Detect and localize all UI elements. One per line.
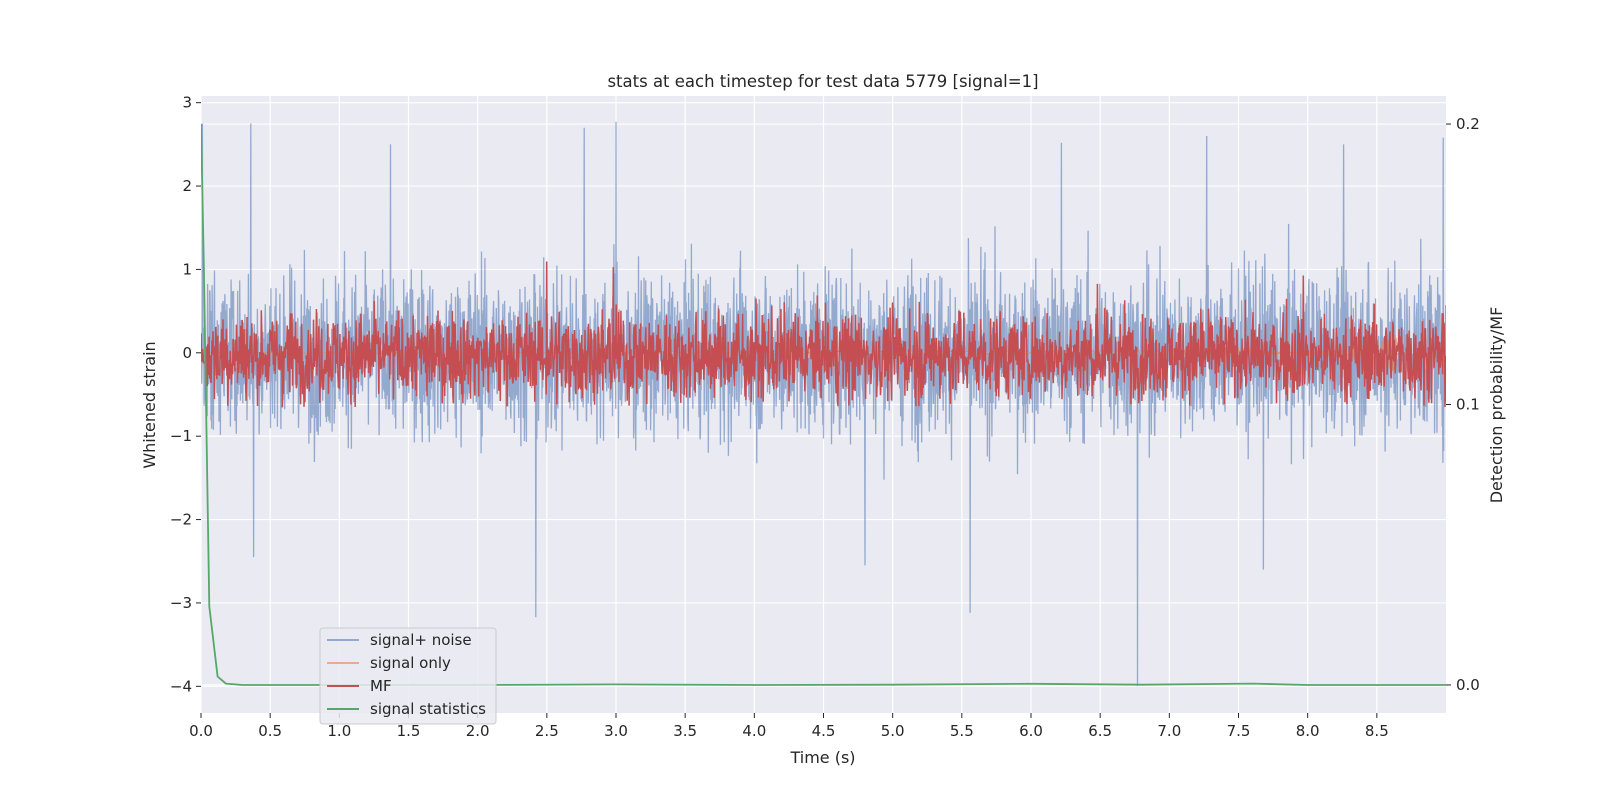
- x-tick-label: 4.5: [812, 722, 836, 740]
- y-tick-label: 1: [182, 260, 192, 278]
- y-tick-label: −2: [170, 511, 192, 529]
- x-tick-label: 3.5: [673, 722, 697, 740]
- series-mf: [201, 261, 1446, 408]
- x-tick-label: 0.0: [189, 722, 213, 740]
- x-axis-label: Time (s): [789, 748, 855, 767]
- y-tick-label: 2: [182, 177, 192, 195]
- series-signal-statistics: [201, 123, 1446, 686]
- x-tick-label: 7.5: [1227, 722, 1251, 740]
- x-tick-label: 8.5: [1365, 722, 1389, 740]
- x-tick-label: 6.5: [1088, 722, 1112, 740]
- series-layer: [201, 121, 1446, 687]
- y-tick-label-right: 0.0: [1456, 676, 1480, 694]
- legend-label-signal-noise: signal+ noise: [370, 631, 472, 649]
- y-tick-label-right: 0.2: [1456, 115, 1480, 133]
- x-tick-label: 1.0: [327, 722, 351, 740]
- x-tick-label: 7.0: [1157, 722, 1181, 740]
- x-tick-label: 3.0: [604, 722, 628, 740]
- y-tick-label: 0: [182, 344, 192, 362]
- y-axis-label-right: Detection probability/MF: [1487, 307, 1506, 504]
- x-tick-label: 6.0: [1019, 722, 1043, 740]
- ticks: 0.0 0.5 1.0 1.5 2.0 2.5 3.0 3.5 4.0 4.5 5.0 5.5 6.0 6…: [170, 94, 1480, 740]
- y-tick-label: 3: [182, 94, 192, 112]
- x-tick-label: 8.0: [1296, 722, 1320, 740]
- y-tick-label: −3: [170, 594, 192, 612]
- chart-title: stats at each timestep for test data 577…: [607, 72, 1038, 91]
- legend-label-signal-statistics: signal statistics: [370, 700, 486, 718]
- x-tick-label: 4.0: [742, 722, 766, 740]
- legend-box: [319, 627, 497, 725]
- x-tick-label: 5.5: [950, 722, 974, 740]
- legend: signal+ noise signal only MF signal stat…: [319, 627, 497, 725]
- legend-label-signal-only: signal only: [370, 654, 451, 672]
- x-tick-label: 1.5: [397, 722, 421, 740]
- legend-label-mf: MF: [370, 677, 392, 695]
- y-tick-label-right: 0.1: [1456, 396, 1480, 414]
- x-tick-label: 0.5: [258, 722, 282, 740]
- y-tick-label: −1: [170, 427, 192, 445]
- y-tick-label: −4: [170, 677, 192, 695]
- x-tick-label: 5.0: [881, 722, 905, 740]
- x-tick-label: 2.0: [466, 722, 490, 740]
- y-axis-label: Whitened strain: [140, 341, 159, 468]
- x-tick-label: 2.5: [535, 722, 559, 740]
